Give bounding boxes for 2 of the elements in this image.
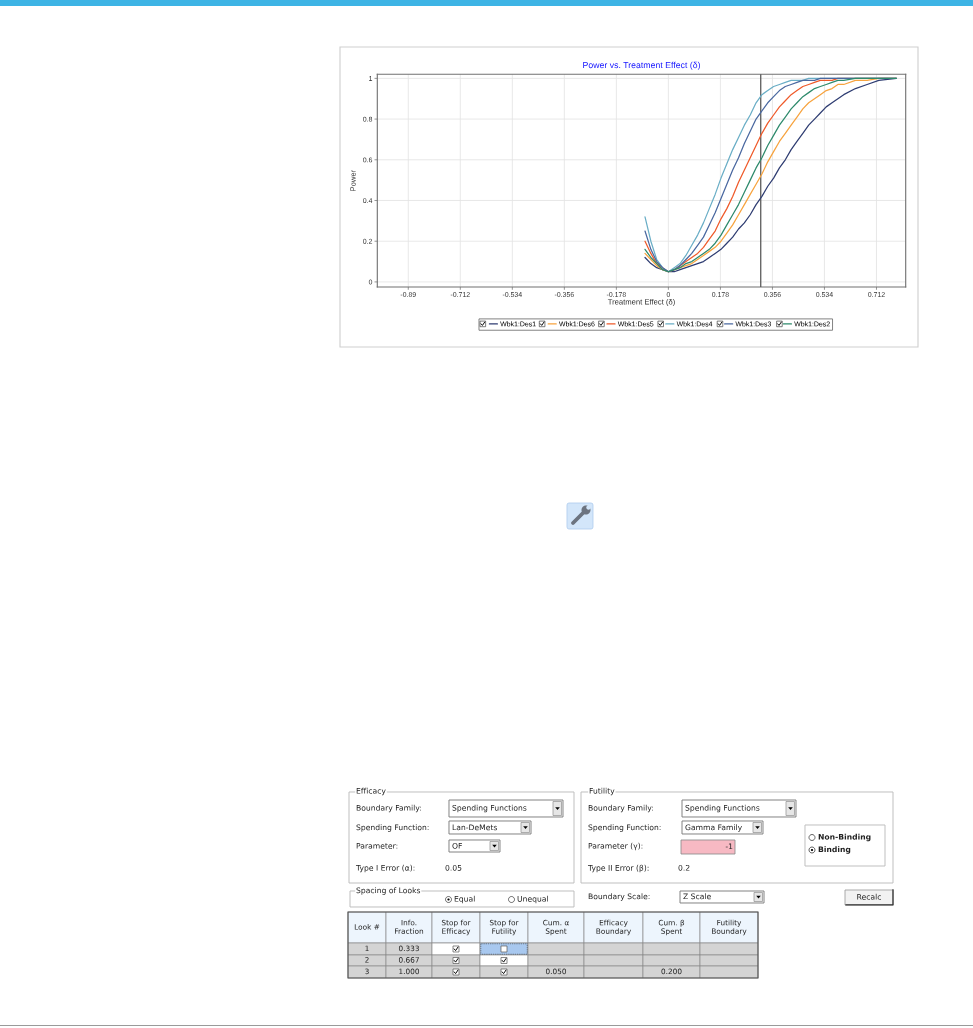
chart-title: Power vs. Treatment Effect (δ) bbox=[583, 61, 700, 70]
line-series bbox=[644, 77, 897, 273]
